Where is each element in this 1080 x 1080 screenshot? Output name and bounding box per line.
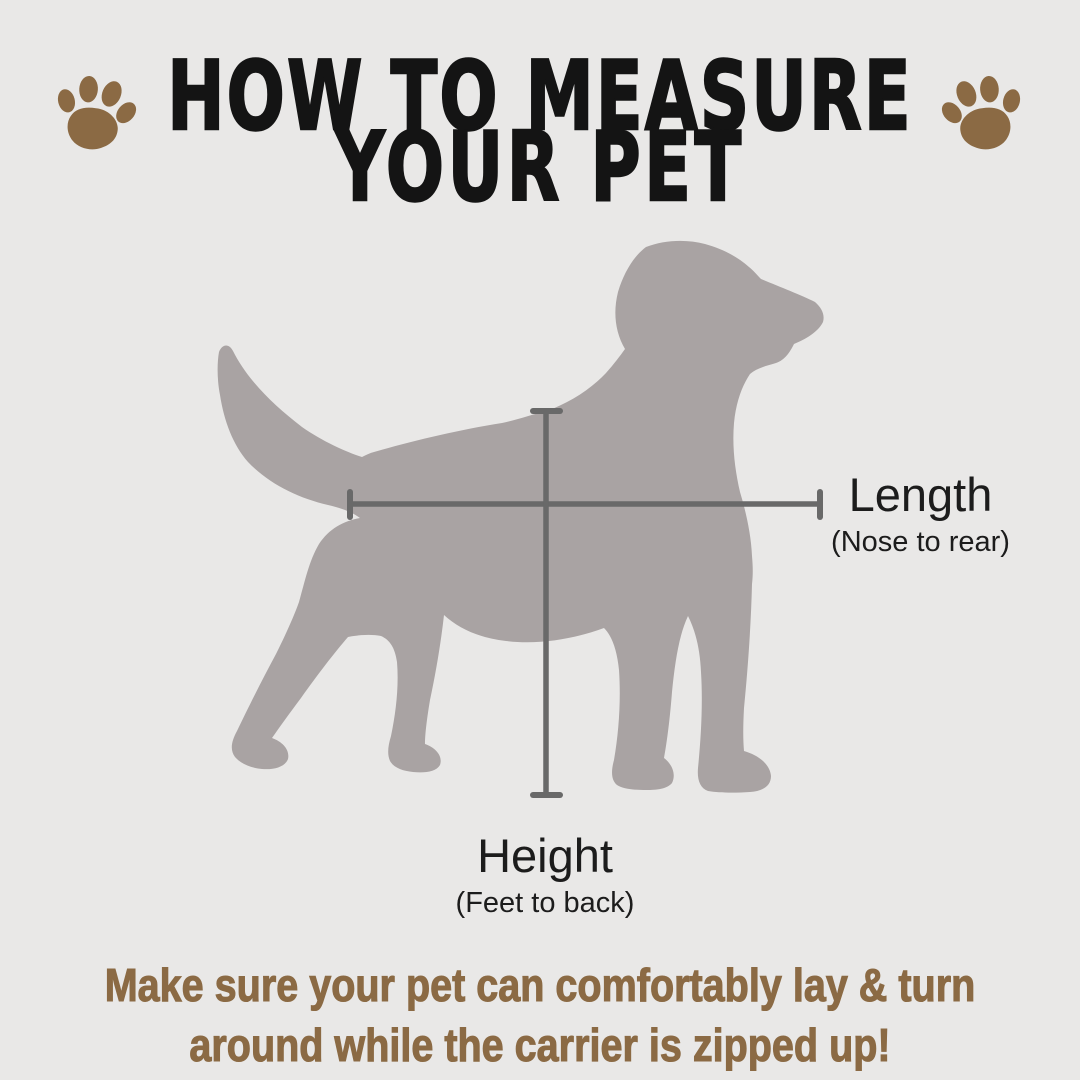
paw-print-icon: [57, 75, 137, 150]
length-sublabel: (Nose to rear): [831, 526, 1010, 558]
height-label-group: Height (Feet to back): [420, 832, 670, 918]
length-label: Length: [848, 468, 993, 521]
title-line-2: YOUR PET: [334, 113, 745, 223]
paw-print-icon: [941, 75, 1021, 150]
title-line-1: HOW TO MEASURE: [166, 42, 913, 152]
height-sublabel: (Feet to back): [455, 887, 635, 919]
height-label: Height: [477, 829, 613, 882]
length-label-group: Length (Nose to rear): [818, 471, 1023, 557]
footer-note-line-1: Make sure your pet can comfortably lay &…: [104, 959, 976, 1011]
dog-silhouette: [217, 240, 824, 793]
footer-note-line-2: around while the carrier is zipped up!: [189, 1019, 891, 1071]
